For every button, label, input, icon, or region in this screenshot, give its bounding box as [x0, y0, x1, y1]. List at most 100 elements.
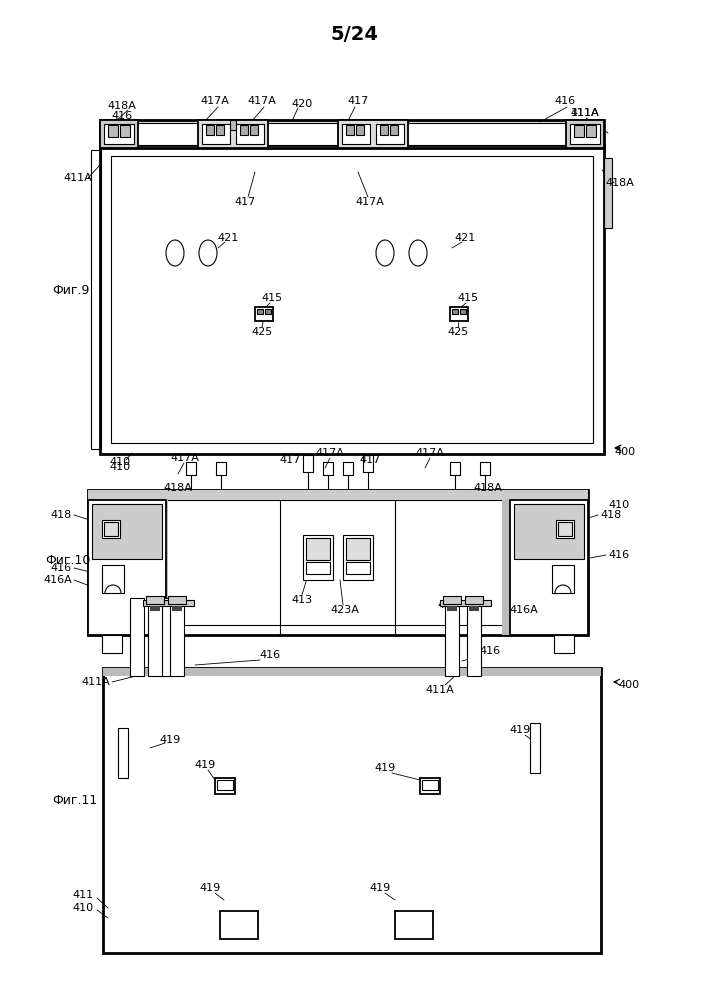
Text: 418A: 418A [474, 483, 503, 493]
Bar [502, 500, 510, 635]
Bar [88, 500, 166, 635]
Bar [342, 124, 370, 144]
Text: 419: 419 [509, 725, 531, 735]
Bar [202, 124, 230, 144]
Bar [158, 598, 172, 676]
Bar [118, 728, 128, 778]
Ellipse shape [409, 240, 427, 266]
Text: 411A: 411A [64, 173, 93, 183]
Bar [100, 120, 138, 148]
Bar [566, 120, 604, 148]
Text: 423A: 423A [331, 605, 359, 615]
Text: 411A: 411A [571, 108, 600, 118]
Bar [230, 120, 236, 130]
Bar [257, 309, 263, 314]
Bar [447, 606, 457, 611]
Bar [130, 598, 144, 676]
Text: Фиг.11: Фиг.11 [52, 794, 98, 806]
Text: 417: 417 [279, 455, 300, 465]
Bar [338, 120, 408, 148]
Bar [103, 668, 601, 953]
Bar [143, 600, 194, 606]
Text: 418: 418 [600, 510, 621, 520]
Text: 417A: 417A [247, 96, 276, 106]
Text: 418A: 418A [606, 178, 634, 188]
Bar [574, 125, 584, 137]
Text: 419: 419 [199, 883, 221, 893]
Bar [108, 125, 118, 137]
Text: 425: 425 [252, 327, 273, 337]
Bar [510, 500, 588, 635]
Bar [100, 145, 604, 454]
Bar [148, 598, 162, 676]
Text: 410: 410 [110, 457, 131, 467]
Bar [88, 490, 588, 500]
Text: 416: 416 [259, 650, 281, 660]
Bar [102, 635, 122, 653]
Text: 418: 418 [51, 510, 72, 520]
Text: Фиг.10: Фиг.10 [45, 554, 90, 566]
Text: 418A: 418A [163, 483, 192, 493]
Bar [530, 723, 540, 773]
Bar [100, 120, 604, 148]
Text: 419: 419 [369, 883, 391, 893]
Bar [216, 125, 224, 135]
Bar [306, 538, 330, 560]
Text: 419: 419 [159, 735, 180, 745]
Text: 417A: 417A [201, 96, 230, 106]
Bar [460, 309, 466, 314]
Text: 417: 417 [235, 197, 256, 207]
Text: 410: 410 [73, 903, 94, 913]
Text: 416: 416 [51, 563, 72, 573]
Bar [343, 535, 373, 580]
Bar [103, 668, 601, 676]
Bar [102, 565, 124, 593]
Bar [452, 309, 458, 314]
Text: 416: 416 [112, 111, 133, 121]
Bar [104, 124, 134, 144]
Text: 417A: 417A [315, 448, 344, 458]
Bar [465, 596, 483, 604]
Bar [215, 778, 235, 794]
Bar [91, 150, 101, 449]
Bar [443, 596, 461, 604]
Text: 417A: 417A [170, 453, 199, 463]
Text: 417: 417 [347, 96, 368, 106]
Bar [303, 535, 333, 580]
Bar [217, 780, 233, 790]
Bar [356, 125, 364, 135]
Bar [250, 125, 258, 135]
Text: 416: 416 [608, 550, 629, 560]
Text: Фиг.9: Фиг.9 [52, 284, 89, 296]
Bar [467, 598, 481, 676]
Bar [570, 124, 600, 144]
Bar [104, 522, 118, 536]
Bar [102, 520, 120, 538]
Text: 111A: 111A [571, 108, 600, 118]
Bar [120, 125, 130, 137]
Bar [552, 565, 574, 593]
Bar [469, 606, 479, 611]
Text: 400: 400 [438, 600, 459, 610]
Bar [450, 307, 468, 321]
Bar [255, 307, 273, 321]
Bar [604, 158, 612, 228]
Bar [556, 520, 574, 538]
Ellipse shape [166, 240, 184, 266]
Bar [220, 911, 258, 939]
Bar [120, 730, 126, 776]
Bar [422, 780, 438, 790]
Bar [558, 522, 572, 536]
Bar [92, 504, 162, 559]
Bar [111, 123, 593, 145]
Text: 411A: 411A [81, 677, 110, 687]
Text: 415: 415 [457, 293, 479, 303]
Bar [376, 124, 404, 144]
Bar [146, 596, 164, 604]
Bar [240, 125, 248, 135]
Text: 416A: 416A [510, 605, 538, 615]
Bar [420, 778, 440, 794]
Bar [236, 124, 264, 144]
Bar [265, 309, 271, 314]
Text: 413: 413 [291, 595, 312, 605]
